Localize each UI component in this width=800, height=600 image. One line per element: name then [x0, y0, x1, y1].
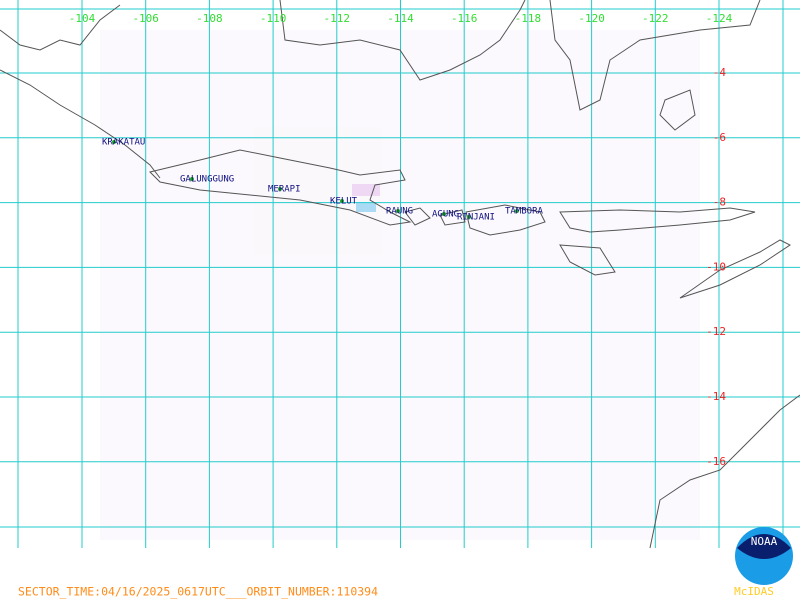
latitude-label: -12	[706, 325, 726, 338]
coastline	[0, 4, 121, 51]
longitude-label: -120	[578, 12, 605, 25]
longitude-label: -108	[196, 12, 223, 25]
volcano-marker	[442, 212, 446, 216]
coastline	[149, 149, 412, 226]
noaa-logo: NOAA	[735, 527, 793, 585]
coastline	[404, 207, 431, 226]
logo-bird	[737, 534, 791, 559]
longitude-label: -122	[642, 12, 669, 25]
coastline	[559, 244, 616, 276]
longitude-label: -110	[260, 12, 287, 25]
latitude-label: -4	[713, 66, 727, 79]
volcano-marker	[467, 215, 471, 219]
volcano-marker	[278, 187, 282, 191]
coastline	[559, 207, 756, 233]
volcano-marker	[190, 177, 194, 181]
volcano-label: KELUT	[330, 197, 358, 207]
volcano-label: RAUNG	[386, 207, 413, 217]
coastline	[465, 204, 546, 236]
volcano-label: MERAPI	[268, 185, 301, 195]
longitude-label: -114	[387, 12, 414, 25]
latitude-label: -10	[706, 260, 726, 273]
volcano-label: GALUNGGUNG	[180, 175, 234, 185]
sector-info: SECTOR_TIME:04/16/2025_0617UTC___ORBIT_N…	[18, 585, 378, 599]
coastlines	[0, 0, 800, 549]
volcano-marker	[112, 140, 116, 144]
volcano-label: AGUNG	[432, 210, 459, 220]
latitude-label: -14	[706, 390, 726, 403]
logo-text: NOAA	[751, 535, 778, 548]
coastline	[649, 394, 800, 549]
coastline	[0, 69, 161, 179]
longitude-label: -118	[515, 12, 542, 25]
coastline	[659, 89, 696, 131]
latitude-label: -8	[713, 196, 726, 209]
latitude-label: -6	[713, 131, 726, 144]
coastline	[279, 0, 526, 81]
volcano-marker	[396, 209, 400, 213]
volcano-label: TAMBORA	[505, 207, 544, 217]
volcano-marker	[515, 209, 519, 213]
longitude-label: -106	[132, 12, 159, 25]
coastline	[549, 0, 761, 111]
volcano-label: KRAKATAU	[102, 138, 145, 148]
volcano-marker	[340, 199, 344, 203]
volcano-label: RINJANI	[457, 213, 495, 223]
longitude-label: -116	[451, 12, 478, 25]
coastline	[439, 209, 466, 226]
latitude-label: -16	[706, 455, 726, 468]
longitude-label: -112	[324, 12, 351, 25]
longitude-label: -104	[69, 12, 96, 25]
software-label: McIDAS	[734, 585, 774, 598]
coastline	[679, 239, 791, 299]
longitude-label: -124	[706, 12, 733, 25]
